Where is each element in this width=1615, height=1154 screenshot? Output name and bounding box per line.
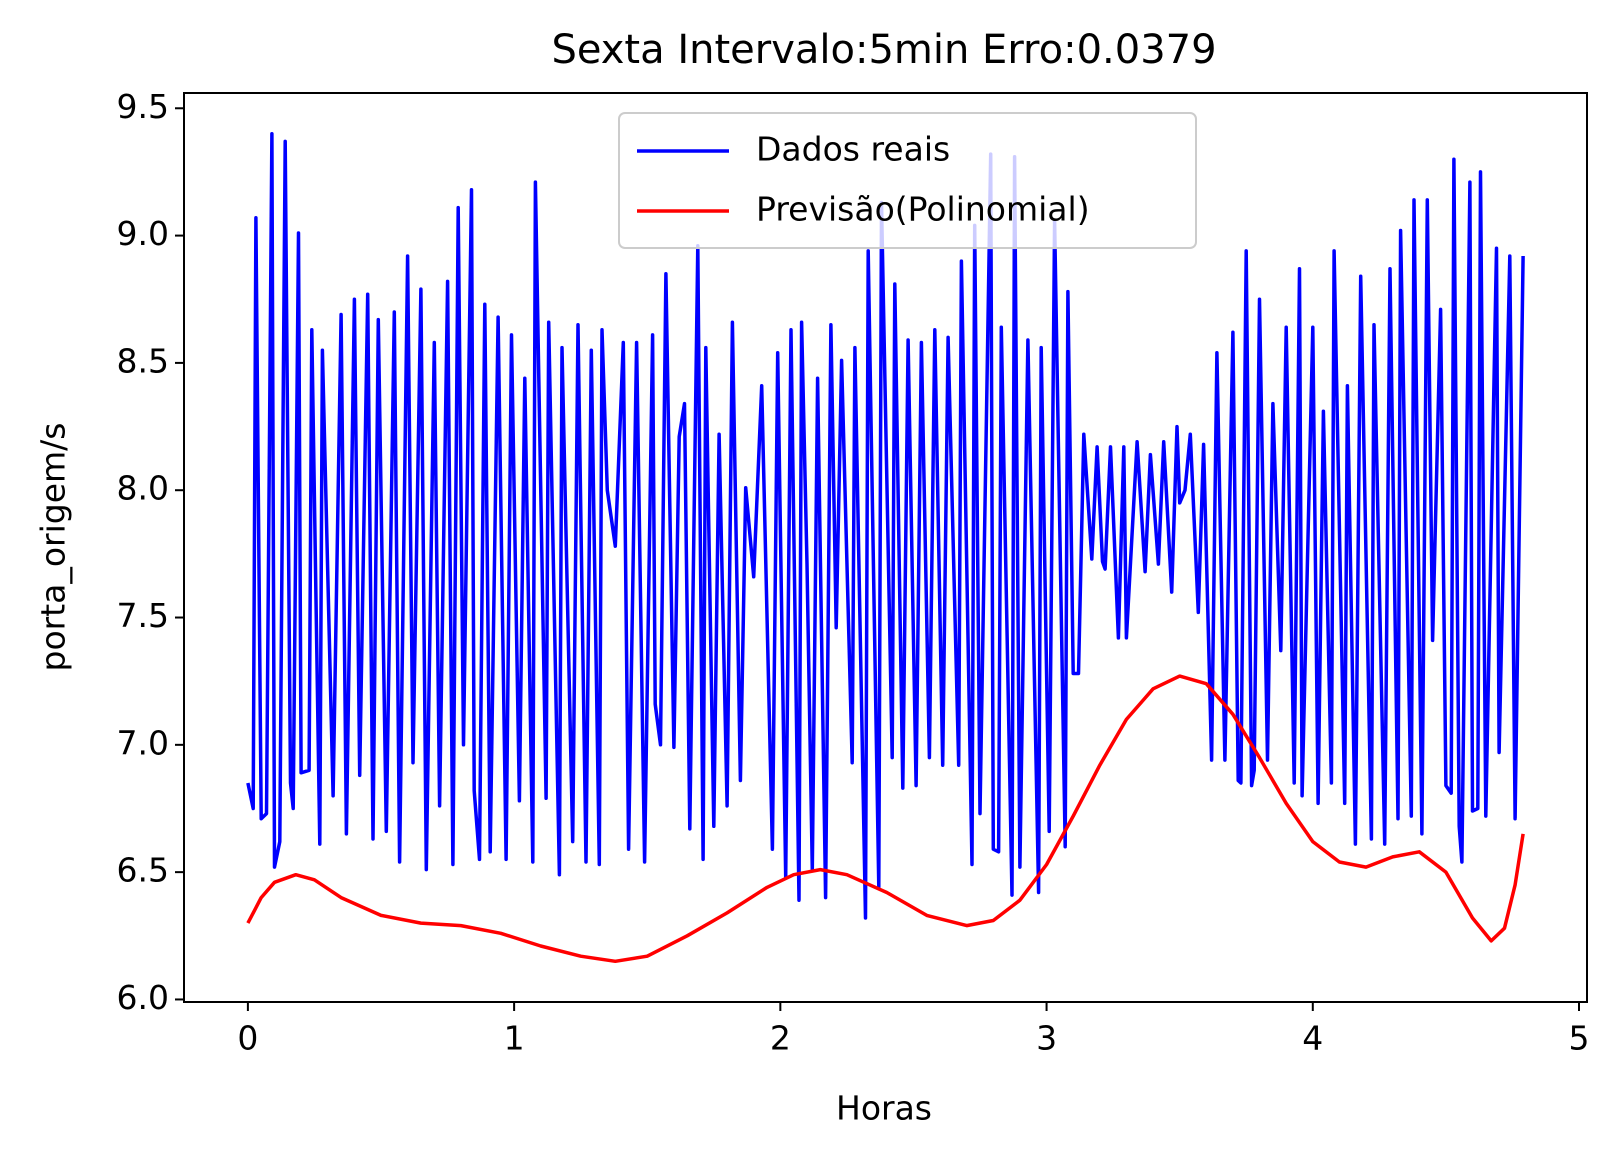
- y-tick-label: 7.0: [117, 723, 169, 762]
- series-line: [246, 674, 1525, 964]
- x-axis-label: Horas: [836, 1089, 932, 1128]
- y-axis-label: porta_origem/s: [34, 423, 73, 672]
- x-tick-label: 4: [1302, 1019, 1323, 1058]
- x-tick-label: 0: [237, 1019, 258, 1058]
- y-tick-label: 8.0: [117, 469, 169, 508]
- plot-frame: [183, 92, 1588, 1003]
- legend-label: Previsão(Polinomial): [756, 190, 1090, 229]
- y-tick-label: 6.5: [117, 851, 169, 890]
- legend-label: Dados reais: [756, 130, 950, 169]
- y-tick-label: 7.5: [117, 596, 169, 635]
- series-line: [246, 131, 1525, 920]
- y-tick-label: 6.0: [117, 978, 169, 1017]
- y-tick-label: 9.0: [117, 214, 169, 253]
- y-tick-label: 9.5: [117, 87, 169, 126]
- x-tick-label: 3: [1036, 1019, 1057, 1058]
- x-tick-label: 5: [1569, 1019, 1590, 1058]
- x-tick-label: 1: [504, 1019, 525, 1058]
- legend-box: [618, 112, 1197, 249]
- x-tick-label: 2: [770, 1019, 791, 1058]
- y-tick-label: 8.5: [117, 341, 169, 380]
- chart-title: Sexta Intervalo:5min Erro:0.0379: [551, 27, 1216, 73]
